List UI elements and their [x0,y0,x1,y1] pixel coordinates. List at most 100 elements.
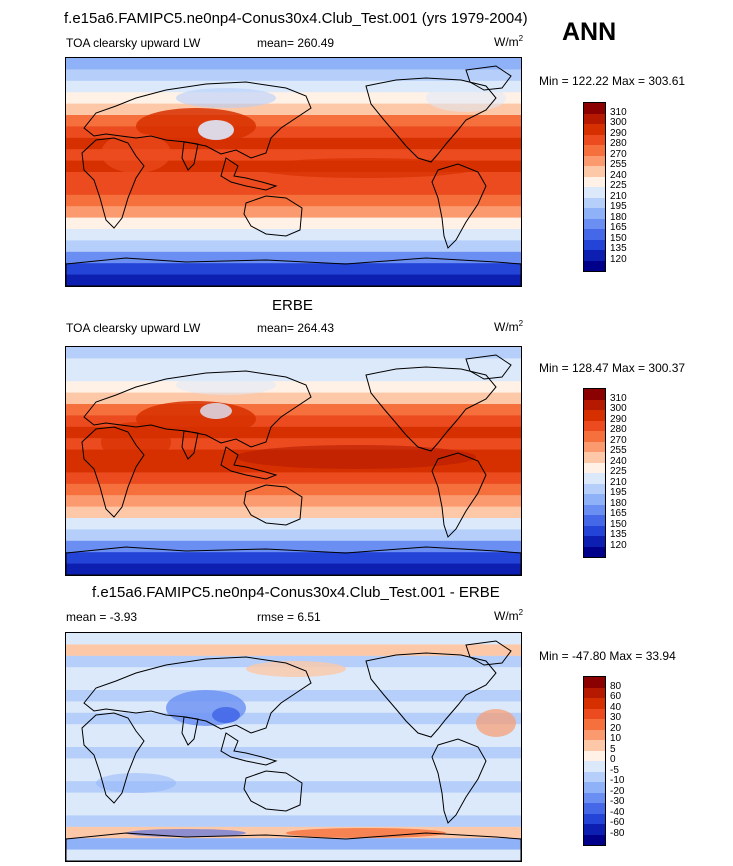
field-band [66,483,521,496]
coastline [431,163,487,249]
colorbar-segment [584,410,605,421]
panel1-range-label: Min = 122.22 Max = 303.61 [539,74,686,88]
panel2-map [65,346,522,576]
panel3-mean-label: mean = -3.93 [66,610,138,624]
colorbar-segment [584,399,605,410]
colorbar-tick-label: 165 [610,508,627,519]
field-band [66,126,521,139]
field-anomaly [198,120,234,140]
colorbar-segment [584,824,605,835]
panel3-range-label: Min = -47.80 Max = 33.94 [539,649,676,663]
colorbar-segment [584,420,605,431]
colorbar-segment [584,834,605,845]
field-band [66,240,521,253]
panel3-rmse-label: rmse = 6.51 [257,610,321,624]
colorbar-tick-label: -10 [610,775,625,786]
coastline [66,546,521,575]
colorbar-segment [584,782,605,793]
coastline [465,640,512,666]
colorbar-segment [584,546,605,557]
field-band [66,552,521,565]
colorbar-segment [584,687,605,698]
colorbar-tick-label: 270 [610,434,627,446]
field-band [66,229,521,241]
colorbar-tick-label: 225 [610,180,627,191]
colorbar-segment [584,431,605,442]
field-band [66,115,521,127]
field-band [66,369,521,382]
field-band [66,358,521,371]
colorbar-tick-label: 10 [610,733,622,744]
field-band [66,690,521,702]
colorbar-segment [584,229,605,240]
colorbar-tick-label: 310 [610,106,627,118]
field-band [66,404,521,416]
field-band [66,781,521,794]
field-anomaly [176,88,276,108]
field-band [66,633,521,645]
colorbar-segment [584,239,605,250]
field-band [66,518,521,530]
colorbar-tick-label: 120 [610,253,627,265]
colorbar-tick-label: 240 [610,455,627,467]
colorbar-tick-label: 310 [610,392,627,404]
colorbar-tick-label: 290 [610,413,627,425]
field-band [66,217,521,230]
colorbar-segment [584,494,605,505]
colorbar-segment [584,134,605,145]
field-anomaly [256,158,476,178]
coastline [365,366,497,452]
coastline [81,712,145,804]
field-anomaly [246,661,346,677]
field-band [66,251,521,264]
field-band [66,724,521,737]
panel1-mean-label: mean= 260.49 [257,36,335,50]
colorbar-segment [584,483,605,494]
colorbar-tick-label: 40 [610,701,622,713]
colorbar-tick-label: 80 [610,680,622,692]
coastline [81,426,145,518]
colorbar-segment [584,677,605,688]
panel2-map-svg [66,347,521,575]
coastline [220,157,278,191]
panel2-colorbar: 310 300 290 280 270 255 240 225 210 195 180 165 150 1… [583,388,643,568]
colorbar-tick-label: 255 [610,159,627,170]
coastline [83,370,312,448]
panel3-map [65,632,522,862]
colorbar-segment [584,260,605,271]
field-anomaly [426,84,506,112]
coastline [220,732,278,766]
field-band [66,712,521,725]
colorbar-tick-label: 150 [610,518,627,530]
field-anomaly [101,422,171,462]
panel3-heading: f.e15a6.FAMIPC5.ne0np4-Conus30x4.Club_Te… [92,584,500,601]
colorbar-segment [584,698,605,709]
coastline [243,195,303,237]
colorbar-segment [584,145,605,156]
coastline [83,81,312,159]
field-band [66,540,521,553]
coastline [181,430,199,460]
colorbar-segment [584,218,605,229]
colorbar-tick-label: -80 [610,827,625,839]
colorbar-segment [584,719,605,730]
coastline [465,65,512,91]
colorbar-tick-label: 180 [610,211,627,223]
colorbar-box [583,676,606,846]
panel3-units: W/m2 [494,608,524,623]
field-band [66,792,521,805]
colorbar-tick-label: 180 [610,497,627,509]
colorbar-segment [584,792,605,803]
colorbar-segment [584,750,605,761]
field-band [66,495,521,508]
field-band [66,747,521,759]
colorbar-tick-label: 210 [610,190,627,202]
colorbar-tick-label: 135 [610,529,627,540]
colorbar-tick-label: 60 [610,691,622,702]
colorbar-tick-label: 30 [610,712,622,723]
colorbar-tick-label: 300 [610,117,627,128]
field-anomaly [212,707,240,723]
field-band [66,529,521,542]
colorbar-segment [584,441,605,452]
colorbar-tick-label: 120 [610,539,627,551]
